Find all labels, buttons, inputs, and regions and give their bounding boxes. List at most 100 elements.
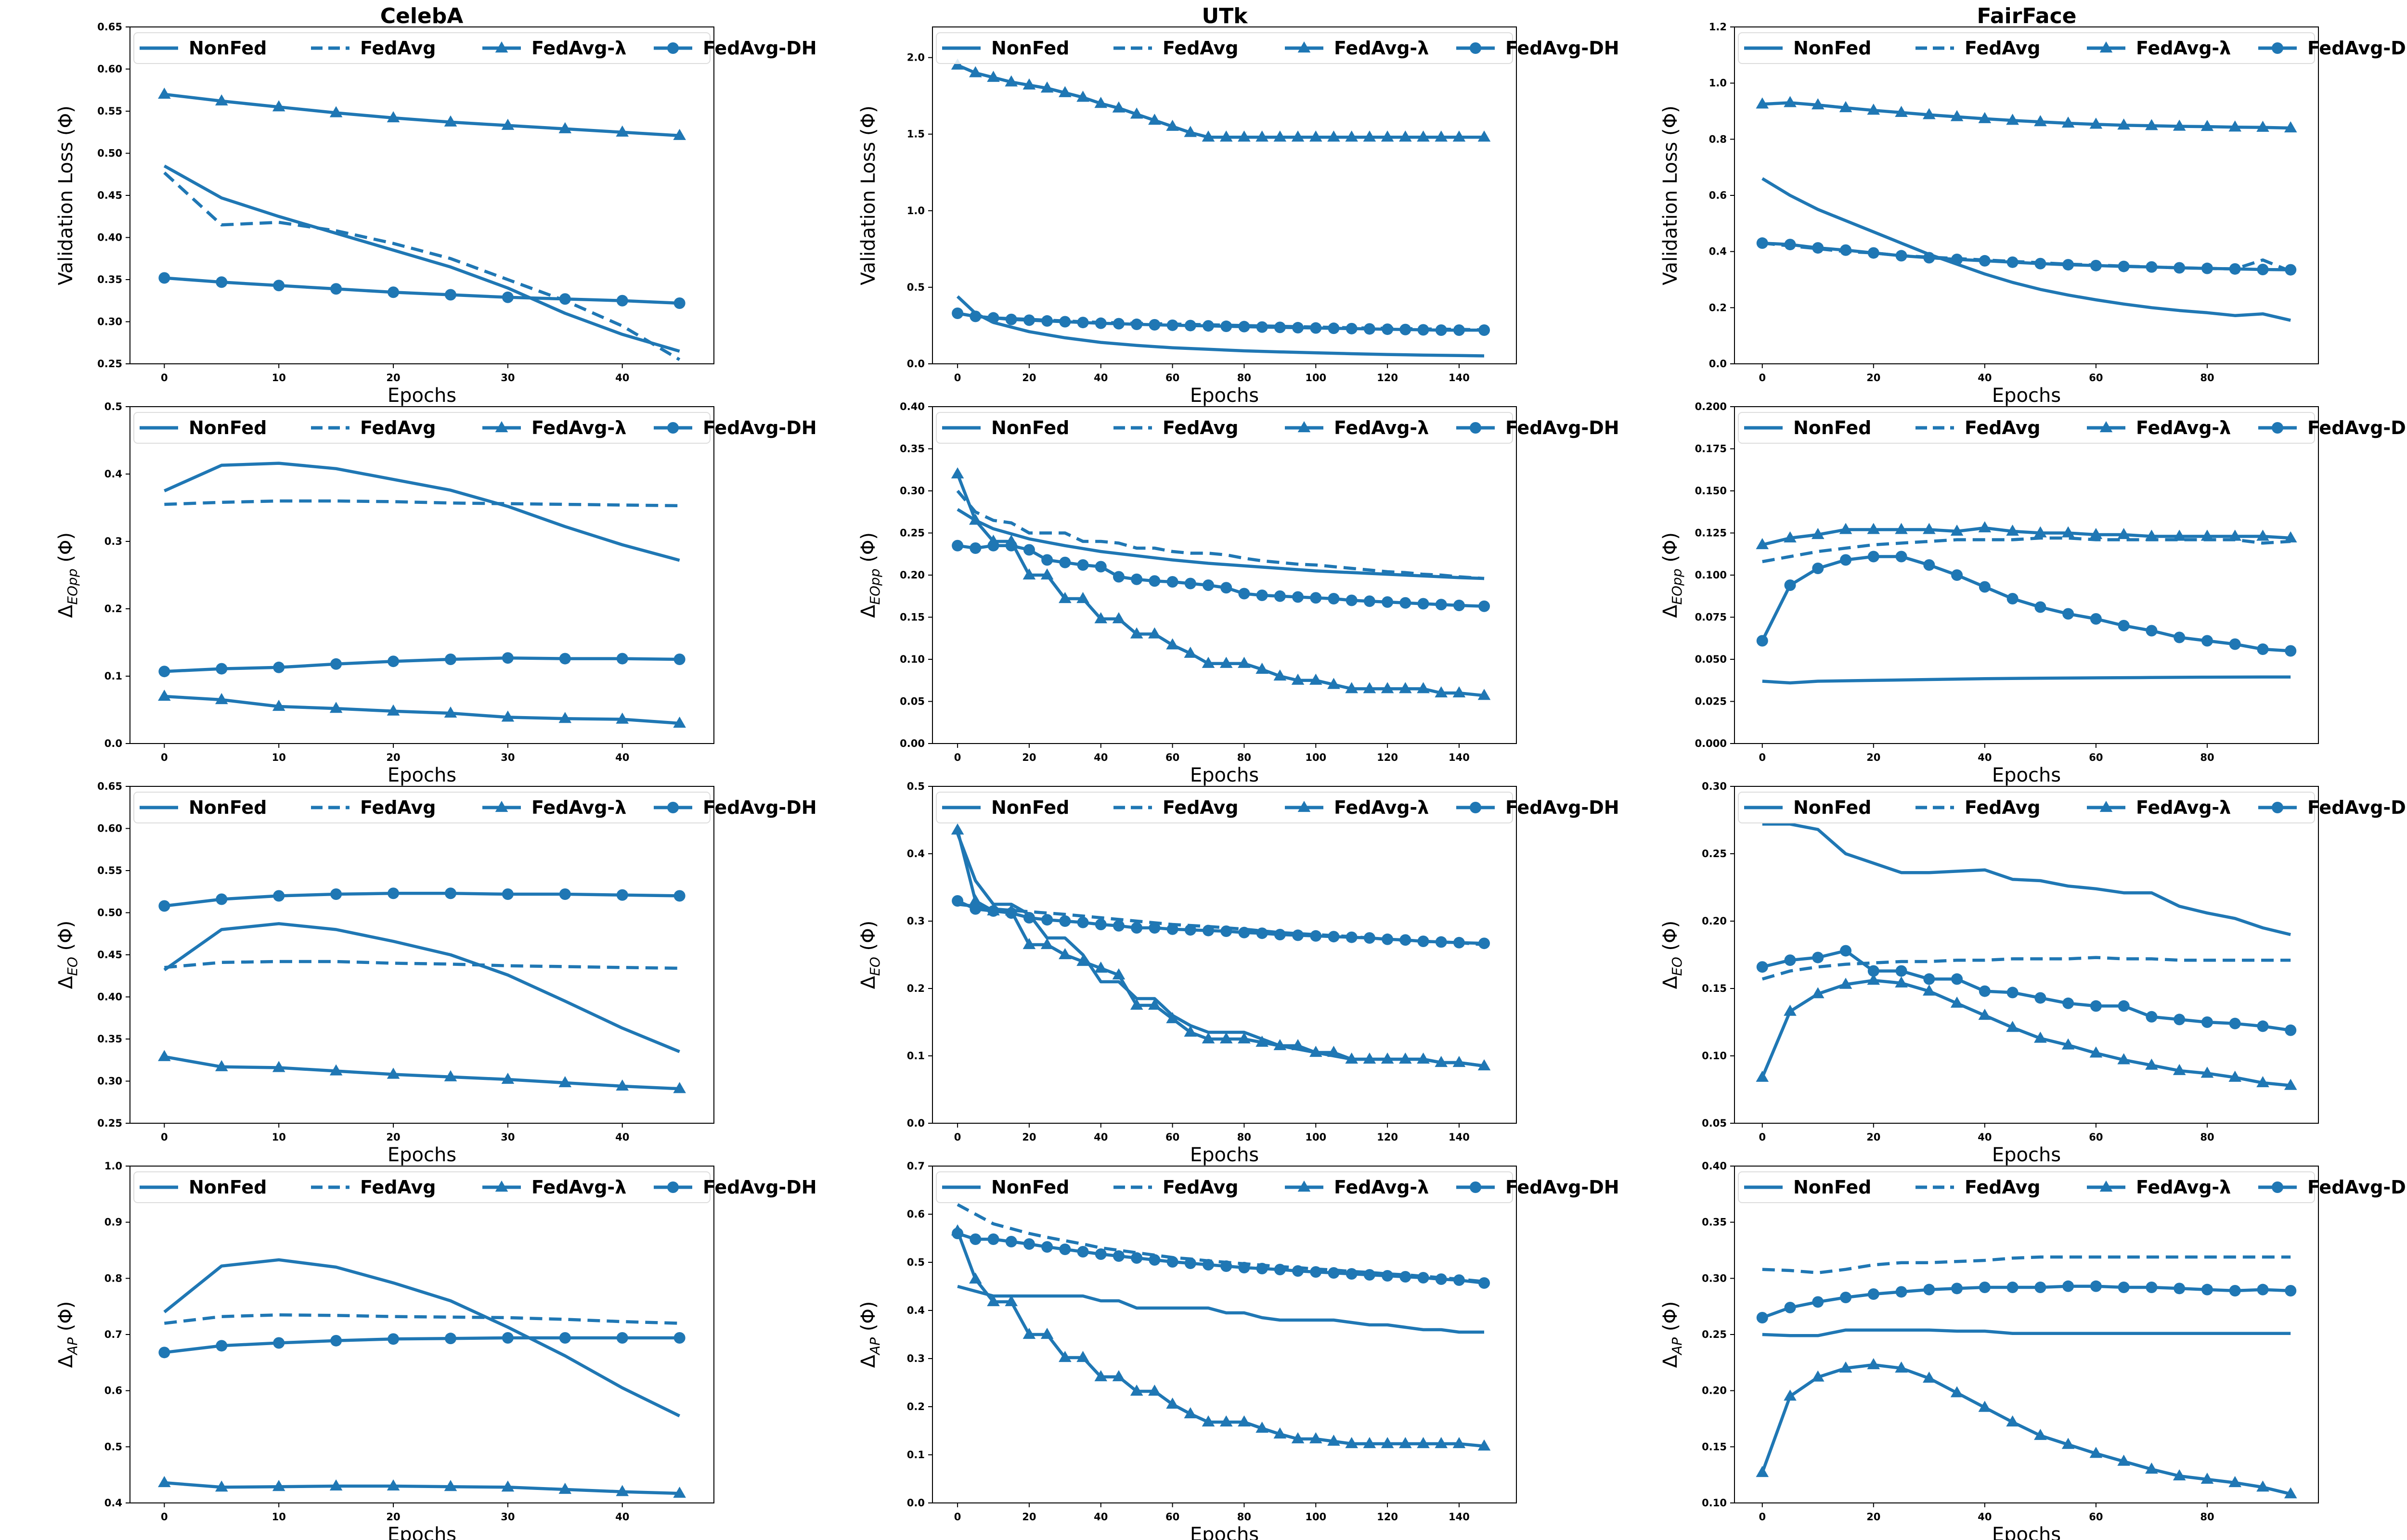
data-point-3-8 <box>616 295 628 307</box>
data-point-2-19 <box>2284 531 2297 543</box>
y-tick-label: 0.125 <box>1695 527 1727 539</box>
series-line-1 <box>164 1313 680 1325</box>
chart-panel-0: 0 10 20 30 40 0.25 0.30 0.35 0.40 0.45 0.50 0.55 0.6… <box>55 21 817 407</box>
data-point-3-3 <box>1005 539 1017 552</box>
x-tick-label: 0 <box>161 752 168 763</box>
x-tick-label: 120 <box>1377 372 1398 384</box>
data-point-2-2 <box>1811 1370 1825 1382</box>
data-point-3-21 <box>1328 931 1340 943</box>
data-point-3-9 <box>2006 256 2019 268</box>
data-point-2-23 <box>1363 1437 1376 1449</box>
series-line-0 <box>957 1284 1484 1334</box>
series-line-3 <box>164 656 680 673</box>
column-title-utk: UTk <box>1202 4 1248 28</box>
legend-label: FedAvg-DH <box>2307 1177 2407 1198</box>
data-point-3-15 <box>1220 925 1232 937</box>
x-tick-label: 0 <box>161 1131 168 1143</box>
y-tick-label: 0.20 <box>1702 1385 1727 1397</box>
data-point-3-6 <box>1059 1244 1071 1255</box>
data-point-2-26 <box>1417 1437 1430 1449</box>
data-point-2-6 <box>501 1480 515 1492</box>
chart-panel-5: 0 20 40 60 80 0.000 0.025 0.050 0.075 0.100 0.125 0… <box>1659 401 2407 786</box>
chart-panel-8: 0 20 40 60 80 0.05 0.10 0.15 0.20 0.25 0.30 Epochs Δ… <box>1659 781 2407 1166</box>
plot-frame <box>932 786 1517 1124</box>
data-point-3-11 <box>1149 922 1161 934</box>
data-point-2-7 <box>558 1076 572 1088</box>
chart-panel-9: 0 10 20 30 40 0.4 0.5 0.6 0.7 0.8 0.9 1.0 Epochs ΔAP … <box>55 1160 817 1540</box>
data-point-3-4 <box>1023 912 1035 924</box>
y-tick-label: 0.175 <box>1695 443 1727 455</box>
data-point-3-3 <box>1840 244 1852 256</box>
legend-marker-circle <box>1470 422 1481 434</box>
y-tick-label: 0.2 <box>1709 302 1727 313</box>
y-tick-label: 0.55 <box>97 865 122 876</box>
data-point-3-20 <box>1310 930 1322 942</box>
y-tick-label: 0.25 <box>1702 1329 1727 1340</box>
legend-marker-circle <box>667 1181 679 1193</box>
data-point-3-19 <box>2285 645 2297 657</box>
x-tick-label: 140 <box>1449 1131 1470 1143</box>
legend-label: FedAvg-DH <box>1505 1177 1619 1198</box>
data-point-2-4 <box>1867 974 1880 985</box>
data-point-3-11 <box>1149 575 1161 587</box>
data-point-3-12 <box>1166 319 1178 331</box>
y-tick-label: 0.45 <box>97 190 122 201</box>
y-tick-label: 0.0 <box>907 358 925 370</box>
x-tick-label: 0 <box>161 1511 168 1523</box>
x-tick-label: 40 <box>615 1131 629 1143</box>
data-point-2-26 <box>1417 682 1430 693</box>
plot-frame <box>932 1166 1517 1503</box>
data-point-3-7 <box>1077 916 1089 928</box>
x-tick-label: 20 <box>386 372 400 384</box>
y-tick-label: 0.00 <box>900 738 925 749</box>
x-tick-label: 100 <box>1305 1131 1326 1143</box>
data-point-3-13 <box>1184 320 1196 332</box>
series-line-2 <box>164 92 680 138</box>
data-point-2-0 <box>158 88 171 99</box>
data-point-2-17 <box>2228 120 2242 132</box>
series-line-1 <box>956 489 1485 580</box>
data-point-3-4 <box>1867 965 1879 977</box>
data-point-2-27 <box>1435 1056 1448 1067</box>
data-point-2-13 <box>2117 1053 2130 1065</box>
y-tick-label: 0.025 <box>1695 696 1727 707</box>
legend-label: FedAvg-DH <box>1505 417 1619 438</box>
data-point-3-12 <box>2090 1280 2102 1292</box>
data-point-3-9 <box>673 890 686 902</box>
legend-label: FedAvg-λ <box>2136 417 2231 438</box>
legend: NonFed FedAvg FedAvg-λ FedAvg-DH <box>133 412 817 444</box>
data-point-3-13 <box>2118 620 2130 631</box>
data-point-2-5 <box>1895 976 1908 988</box>
y-tick-label: 0.30 <box>900 485 925 497</box>
data-point-2-8 <box>616 1079 629 1091</box>
data-point-3-8 <box>1095 1248 1107 1260</box>
data-point-2-16 <box>1238 1415 1251 1427</box>
data-point-2-7 <box>1950 996 1964 1008</box>
legend-label: FedAvg-λ <box>531 1177 626 1198</box>
data-point-3-16 <box>2201 635 2213 647</box>
x-axis-label: Epochs <box>388 1144 456 1166</box>
data-point-3-2 <box>1812 951 1824 963</box>
data-point-3-22 <box>1346 931 1358 943</box>
data-point-2-1 <box>969 513 982 525</box>
y-tick-label: 0.150 <box>1695 485 1727 497</box>
y-tick-label: 0.10 <box>900 654 925 665</box>
y-tick-label: 0.50 <box>97 907 122 919</box>
x-axis-label: Epochs <box>1992 1144 2061 1166</box>
data-point-2-9 <box>673 1082 686 1093</box>
data-point-3-5 <box>444 887 456 899</box>
y-tick-label: 0.10 <box>1702 1497 1727 1509</box>
x-tick-label: 140 <box>1449 1511 1470 1523</box>
y-tick-label: 0.8 <box>104 1272 122 1284</box>
data-point-3-19 <box>2285 1285 2297 1296</box>
data-point-3-4 <box>1023 314 1035 326</box>
data-point-2-6 <box>1923 108 1936 119</box>
data-point-2-10 <box>1130 1385 1143 1396</box>
data-point-2-19 <box>1291 1432 1305 1444</box>
x-tick-label: 30 <box>501 1131 515 1143</box>
x-tick-label: 120 <box>1377 1511 1398 1523</box>
x-tick-label: 60 <box>1165 1131 1179 1143</box>
series-line-0 <box>957 508 1485 580</box>
data-point-2-1 <box>215 693 228 705</box>
chart-panel-7: 0 20 40 60 80 100 120 140 0.0 0.1 0.2 0.3 0.4 0.5 Epoc… <box>857 781 1619 1166</box>
